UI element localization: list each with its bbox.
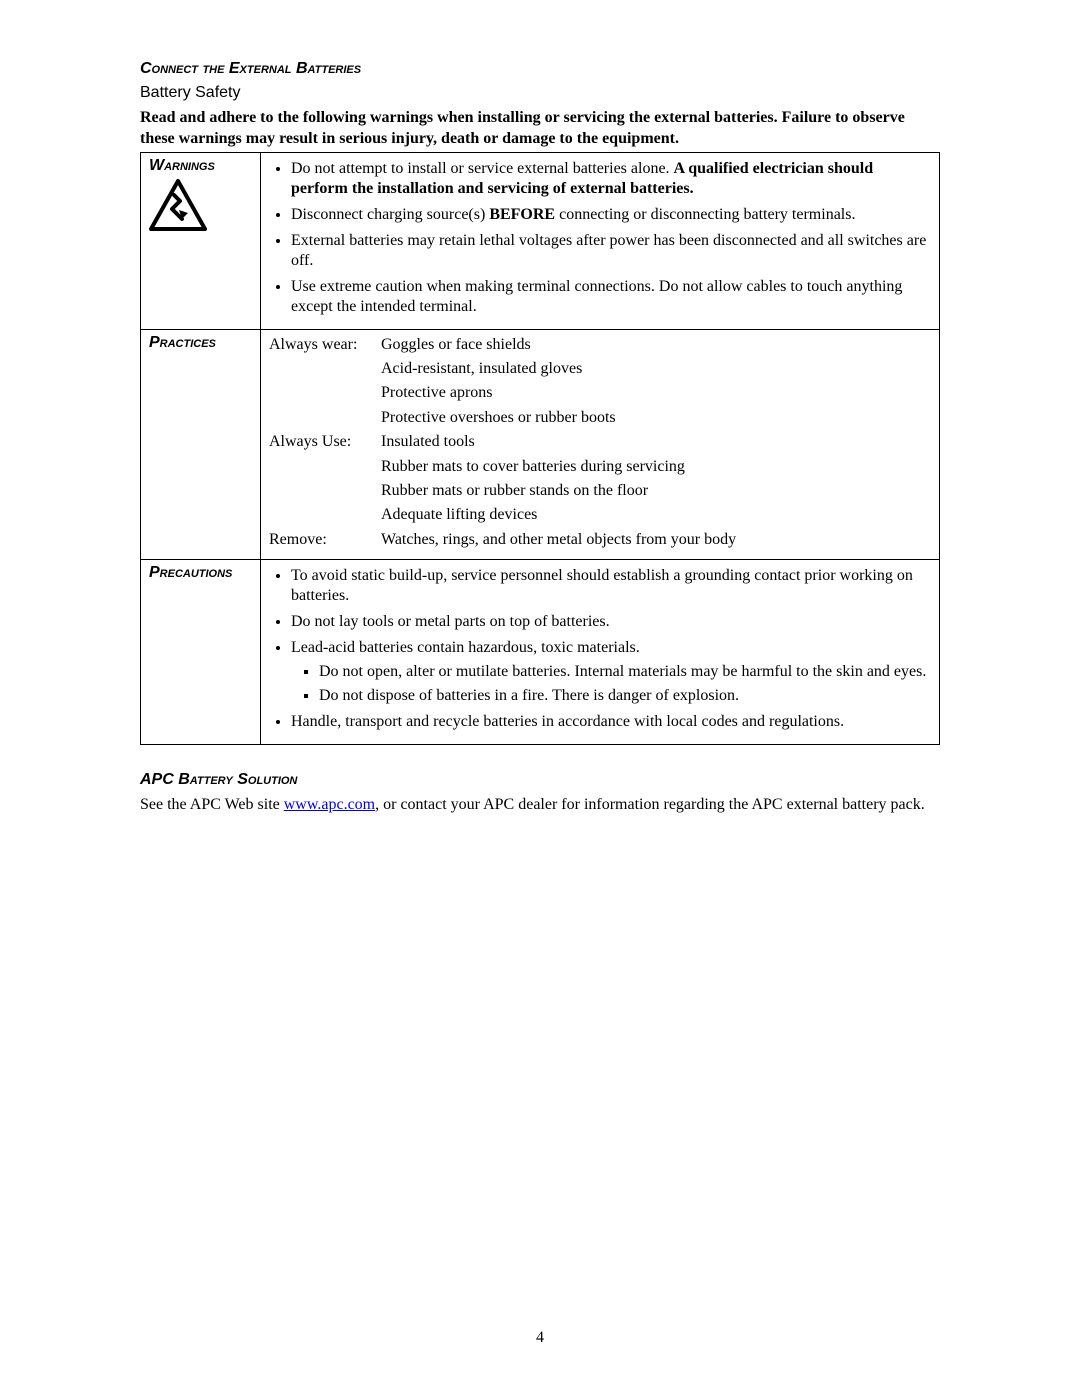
practices-row: Protective aprons: [269, 382, 931, 404]
page-number: 4: [0, 1329, 1080, 1347]
warnings-list-item: Do not attempt to install or service ext…: [291, 159, 931, 199]
practices-label: Practices: [149, 334, 216, 351]
practices-row-value: Protective overshoes or rubber boots: [381, 407, 931, 429]
practices-label-cell: Practices: [141, 329, 261, 560]
section-heading: Connect the External Batteries: [140, 60, 940, 78]
warnings-list-item: Disconnect charging source(s) BEFORE con…: [291, 205, 931, 225]
table-row: Practices Always wear:Goggles or face sh…: [141, 329, 940, 560]
warnings-label: Warnings: [149, 157, 215, 174]
precautions-list: To avoid static build-up, service person…: [269, 566, 931, 732]
precautions-list-item: Lead-acid batteries contain hazardous, t…: [291, 638, 931, 706]
document-page: Connect the External Batteries Battery S…: [0, 0, 1080, 1397]
precautions-sublist-item: Do not open, alter or mutilate batteries…: [319, 662, 931, 682]
practices-row-label: [269, 504, 381, 526]
solution-body-text: See the APC Web site www.apc.com, or con…: [140, 795, 940, 816]
precautions-label-cell: Precautions: [141, 560, 261, 745]
precautions-sublist-item: Do not dispose of batteries in a fire. T…: [319, 686, 931, 706]
practices-row-value: Adequate lifting devices: [381, 504, 931, 526]
warning-triangle-icon: [149, 179, 252, 236]
practices-row: Always wear:Goggles or face shields: [269, 334, 931, 356]
practices-row: Adequate lifting devices: [269, 504, 931, 526]
solution-heading: APC Battery Solution: [140, 771, 940, 789]
warnings-list-item: External batteries may retain lethal vol…: [291, 231, 931, 271]
warnings-label-cell: Warnings: [141, 152, 261, 329]
warnings-list-item: Use extreme caution when making terminal…: [291, 277, 931, 317]
intro-warning-text: Read and adhere to the following warning…: [140, 108, 940, 150]
apc-website-link[interactable]: www.apc.com: [284, 796, 375, 813]
practices-row: Rubber mats to cover batteries during se…: [269, 456, 931, 478]
practices-content-cell: Always wear:Goggles or face shieldsAcid-…: [261, 329, 940, 560]
practices-list: Always wear:Goggles or face shieldsAcid-…: [269, 334, 931, 552]
practices-row: Acid-resistant, insulated gloves: [269, 358, 931, 380]
warnings-list: Do not attempt to install or service ext…: [269, 159, 931, 317]
practices-row-value: Acid-resistant, insulated gloves: [381, 358, 931, 380]
subheading-battery-safety: Battery Safety: [140, 84, 940, 102]
practices-row: Protective overshoes or rubber boots: [269, 407, 931, 429]
safety-table: Warnings Do not attempt to install or se…: [140, 152, 940, 746]
table-row: Warnings Do not attempt to install or se…: [141, 152, 940, 329]
precautions-list-item: Handle, transport and recycle batteries …: [291, 712, 931, 732]
practices-row: Remove:Watches, rings, and other metal o…: [269, 529, 931, 551]
practices-row-value: Rubber mats to cover batteries during se…: [381, 456, 931, 478]
practices-row-value: Protective aprons: [381, 382, 931, 404]
practices-row-label: Always Use:: [269, 431, 381, 453]
practices-row: Always Use:Insulated tools: [269, 431, 931, 453]
practices-row-label: [269, 407, 381, 429]
solution-text-pre: See the APC Web site: [140, 796, 284, 813]
precautions-list-item: Do not lay tools or metal parts on top o…: [291, 612, 931, 632]
solution-text-post: , or contact your APC dealer for informa…: [375, 796, 925, 813]
practices-row-label: Always wear:: [269, 334, 381, 356]
practices-row-label: [269, 358, 381, 380]
precautions-label: Precautions: [149, 564, 232, 581]
practices-row-label: [269, 382, 381, 404]
practices-row-value: Insulated tools: [381, 431, 931, 453]
practices-row-value: Rubber mats or rubber stands on the floo…: [381, 480, 931, 502]
practices-row: Rubber mats or rubber stands on the floo…: [269, 480, 931, 502]
practices-row-label: [269, 480, 381, 502]
warnings-content-cell: Do not attempt to install or service ext…: [261, 152, 940, 329]
practices-row-label: Remove:: [269, 529, 381, 551]
precautions-content-cell: To avoid static build-up, service person…: [261, 560, 940, 745]
practices-row-label: [269, 456, 381, 478]
table-row: Precautions To avoid static build-up, se…: [141, 560, 940, 745]
practices-row-value: Watches, rings, and other metal objects …: [381, 529, 931, 551]
precautions-list-item: To avoid static build-up, service person…: [291, 566, 931, 606]
precautions-sublist: Do not open, alter or mutilate batteries…: [291, 662, 931, 706]
practices-row-value: Goggles or face shields: [381, 334, 931, 356]
